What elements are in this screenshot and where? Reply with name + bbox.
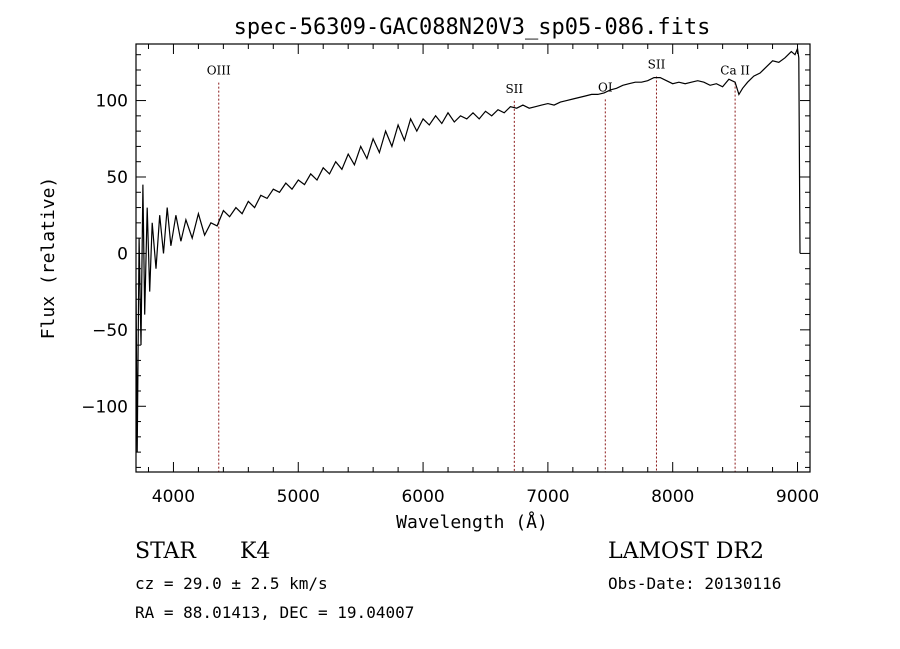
y-tick-label: −50 bbox=[92, 321, 128, 341]
redshift-velocity: cz = 29.0 ± 2.5 km/s bbox=[135, 574, 328, 593]
y-tick-label: 0 bbox=[117, 244, 128, 264]
x-axis-ticks: 4000 5000 6000 7000 8000 9000 bbox=[147, 44, 819, 507]
y-tick-label: 100 bbox=[96, 92, 128, 112]
chart-title: spec-56309-GAC088N20V3_sp05-086.fits bbox=[234, 15, 711, 40]
spectrum-line bbox=[135, 46, 801, 453]
y-axis-label: Flux (relative) bbox=[38, 177, 59, 340]
x-tick-label: 8000 bbox=[651, 487, 694, 507]
line-marker-label: SII bbox=[648, 57, 666, 71]
line-marker-label: OIII bbox=[207, 64, 231, 78]
sky-coordinates: RA = 88.01413, DEC = 19.04007 bbox=[135, 603, 415, 622]
x-tick-label: 7000 bbox=[526, 487, 569, 507]
x-tick-label: 5000 bbox=[277, 487, 320, 507]
x-tick-label: 4000 bbox=[152, 487, 195, 507]
y-tick-label: −100 bbox=[81, 397, 128, 417]
survey-name: LAMOST DR2 bbox=[608, 539, 764, 564]
line-marker-label: Ca II bbox=[720, 64, 750, 78]
object-subclass: K4 bbox=[240, 539, 271, 564]
object-class: STAR bbox=[135, 539, 196, 564]
x-axis-label: Wavelength (Å) bbox=[396, 511, 548, 533]
observation-date: Obs-Date: 20130116 bbox=[608, 574, 782, 593]
y-tick-label: 50 bbox=[106, 168, 128, 188]
y-axis-ticks: −100 −50 0 50 100 bbox=[81, 54, 810, 468]
x-tick-label: 9000 bbox=[776, 487, 819, 507]
x-tick-label: 6000 bbox=[401, 487, 444, 507]
plot-frame bbox=[135, 43, 811, 473]
line-marker-label: SII bbox=[505, 82, 523, 96]
